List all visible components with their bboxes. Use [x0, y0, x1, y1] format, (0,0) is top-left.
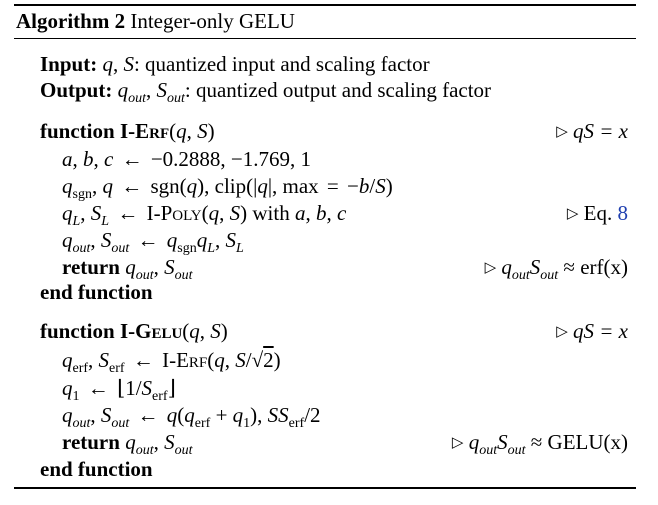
erf-return-comment: ▷ qoutSout ≈ erf(x)	[484, 255, 628, 283]
output-label: Output:	[40, 78, 113, 102]
comment-triangle-icon: ▷	[484, 260, 497, 276]
algorithm-label: Algorithm 2	[16, 9, 126, 33]
comment-triangle-icon: ▷	[451, 435, 464, 451]
erf-constants-line: a, b, c ← −0.2888, −1.769, 1	[62, 147, 312, 171]
erf-poly-line: qL, SL ← I-Poly(q, S) with a, b, c	[62, 201, 347, 229]
comment-triangle-icon: ▷	[566, 206, 579, 222]
bottom-rule	[14, 487, 636, 489]
gelu-header-comment: ▷ qS = x	[556, 319, 628, 343]
gelu-return-line: return qout, Sout	[62, 430, 193, 458]
caption-rule	[14, 38, 636, 39]
erf-assign-line: qout, Sout ← qsgnqL, SL	[62, 228, 244, 256]
erf-header-comment: ▷ qS = x	[556, 119, 628, 143]
output-line: Output: qout, Sout: quantized output and…	[40, 78, 492, 106]
algorithm-caption: Algorithm 2 Integer-only GELU	[16, 8, 295, 34]
input-label: Input:	[40, 52, 98, 76]
top-rule	[14, 4, 636, 6]
erf-poly-comment: ▷ Eq. 8	[566, 201, 629, 225]
erf-header: function I-Erf(q, S)	[40, 119, 215, 143]
gelu-return-comment: ▷ qoutSout ≈ GELU(x)	[451, 430, 628, 458]
output-text: : quantized output and scaling factor	[184, 78, 492, 102]
gelu-function-name: I-Gelu	[119, 319, 183, 343]
equation-link[interactable]: 8	[617, 201, 629, 225]
erf-end-function: end function	[40, 280, 153, 304]
input-text: : quantized input and scaling factor	[133, 52, 430, 76]
erf-function-name: I-Erf	[119, 119, 170, 143]
comment-triangle-icon: ▷	[556, 124, 568, 140]
erf-constants: −0.2888, −1.769, 1	[150, 147, 312, 171]
comment-triangle-icon: ▷	[556, 324, 568, 340]
erf-return-line: return qout, Sout	[62, 255, 193, 283]
erf-function-keyword: function	[40, 119, 115, 143]
gelu-assign-line: qout, Sout ← q(qerf + q1), SSerf/2	[62, 403, 321, 431]
gelu-q1-line: q1 ← ⌊1/Serf⌋	[62, 376, 176, 404]
erf-sign-clip-line: qsgn, q ← sgn(q), clip(|q|, max = −b/S)	[62, 174, 393, 202]
gelu-erf-call-line: qerf, Serf ← I-Erf(q, S/√2)	[62, 348, 281, 376]
gelu-end-function: end function	[40, 457, 153, 481]
input-line: Input: q, S: quantized input and scaling…	[40, 52, 430, 76]
algorithm-title: Integer-only GELU	[130, 9, 295, 33]
gelu-header: function I-Gelu(q, S)	[40, 319, 228, 343]
